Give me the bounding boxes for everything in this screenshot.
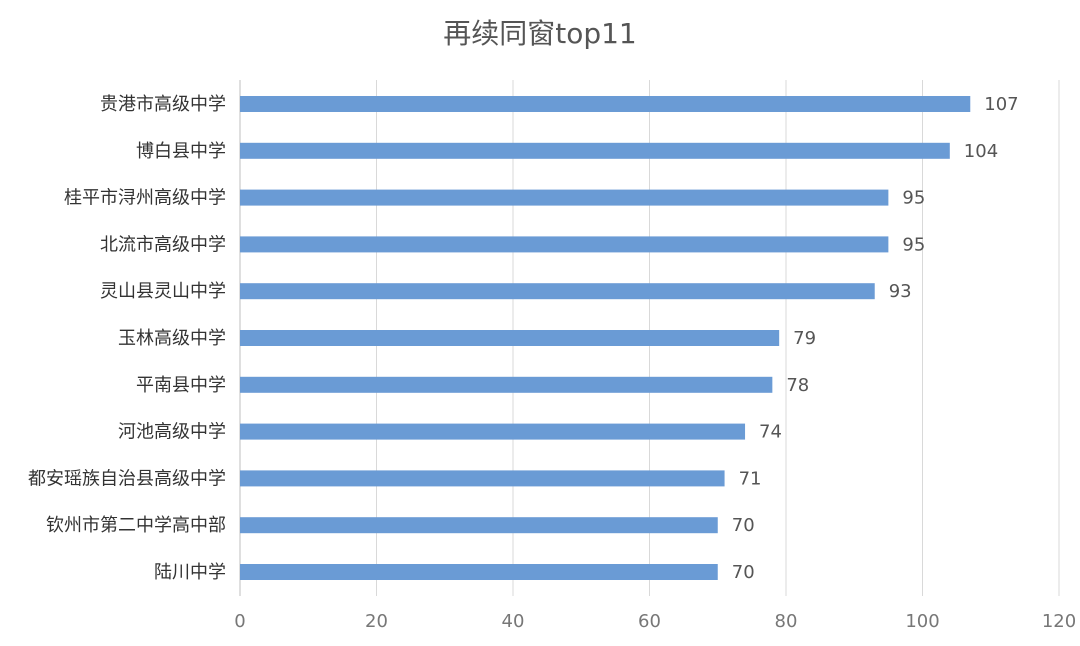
x-tick-label: 40 — [502, 611, 525, 632]
labels: 0 20 40 60 80 100 120 贵港市高级中学 107 博白县中学 104 桂平市浔州高级… — [28, 94, 1076, 632]
value-label: 93 — [889, 281, 912, 302]
value-label: 71 — [739, 468, 762, 489]
bars — [240, 96, 971, 580]
bar — [240, 470, 725, 487]
bar — [240, 189, 889, 206]
bar — [240, 517, 718, 534]
category-label: 玉林高级中学 — [118, 328, 226, 349]
category-label: 贵港市高级中学 — [100, 94, 226, 115]
value-label: 107 — [984, 94, 1018, 115]
category-label: 北流市高级中学 — [100, 234, 226, 255]
category-label: 河池高级中学 — [118, 422, 226, 443]
value-label: 95 — [902, 188, 925, 209]
value-label: 70 — [732, 562, 755, 583]
value-label: 74 — [759, 422, 782, 443]
category-label: 灵山县灵山中学 — [100, 281, 226, 302]
category-label: 平南县中学 — [136, 375, 226, 396]
bar — [240, 330, 780, 346]
bar — [240, 142, 950, 159]
x-tick-label: 100 — [905, 611, 939, 632]
category-label: 都安瑶族自治县高级中学 — [28, 468, 226, 489]
x-tick-label: 80 — [775, 611, 798, 632]
x-tick-label: 120 — [1042, 611, 1076, 632]
category-label: 博白县中学 — [136, 141, 226, 162]
value-label: 104 — [964, 141, 998, 162]
chart-title: 再续同窗top11 — [443, 17, 637, 50]
value-label: 70 — [732, 515, 755, 536]
category-label: 钦州市第二中学高中部 — [46, 515, 226, 536]
value-label: 78 — [786, 375, 809, 396]
bar — [240, 423, 746, 440]
bar — [240, 564, 718, 580]
category-label: 陆川中学 — [154, 562, 226, 583]
category-label: 桂平市浔州高级中学 — [64, 188, 226, 209]
bar — [240, 96, 971, 112]
x-tick-label: 60 — [638, 611, 661, 632]
value-label: 95 — [902, 234, 925, 255]
bar — [240, 376, 773, 393]
x-tick-label: 0 — [234, 611, 245, 632]
bar — [240, 236, 889, 253]
bar — [240, 283, 875, 300]
x-tick-label: 20 — [365, 611, 388, 632]
value-label: 79 — [793, 328, 816, 349]
